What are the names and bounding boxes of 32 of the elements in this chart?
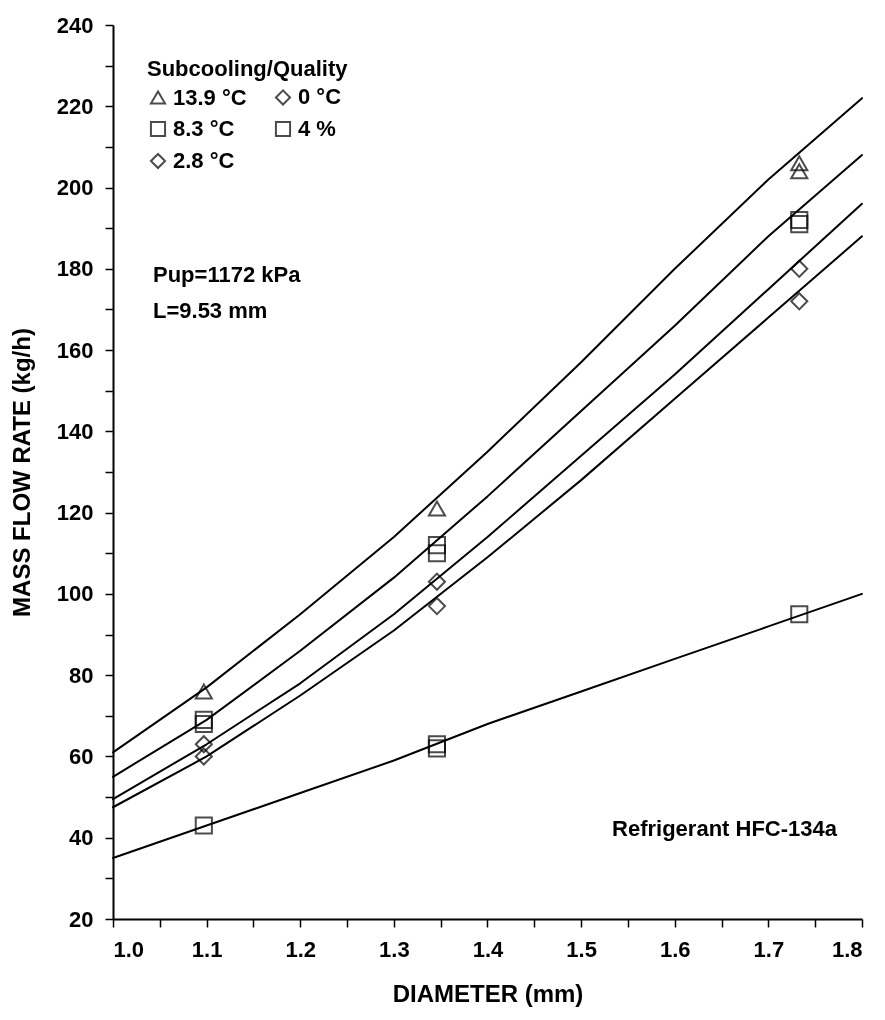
x-tick-label: 1.0 [113, 936, 145, 962]
y-axis-title: MASS FLOW RATE (kg/h) [7, 328, 35, 617]
x-tick-label: 1.6 [659, 936, 691, 962]
y-tick-label: 240 [56, 12, 94, 38]
y-tick-label: 200 [56, 175, 94, 201]
y-tick-label: 220 [56, 93, 94, 119]
legend-label: 2.8 °C [173, 148, 235, 173]
annotation: Pup=1172 kPa [153, 262, 302, 287]
y-tick-label: 60 [69, 743, 94, 769]
x-tick-label: 1.1 [191, 936, 223, 962]
y-tick-label: 140 [56, 418, 94, 444]
legend-label: 4 % [298, 116, 336, 141]
x-tick-label: 1.7 [753, 936, 785, 962]
x-tick-label: 1.5 [566, 936, 597, 962]
x-axis-title: DIAMETER (mm) [392, 979, 584, 1007]
y-tick-label: 80 [69, 662, 94, 688]
y-tick-label: 100 [56, 581, 94, 607]
x-tick-label: 1.8 [831, 936, 863, 962]
y-tick-label: 120 [56, 500, 94, 526]
y-tick-label: 40 [69, 825, 94, 851]
legend-label: 0 °C [298, 84, 342, 110]
y-tick-label: 20 [69, 906, 94, 932]
legend-title: Subcooling/Quality [147, 56, 349, 81]
x-tick-label: 1.2 [285, 936, 317, 962]
x-tick-label: 1.4 [472, 936, 505, 962]
x-tick-label: 1.3 [379, 936, 410, 962]
annotation: L=9.53 mm [153, 298, 268, 323]
legend-label: 8.3 °C [173, 116, 235, 141]
annotation: Refrigerant HFC-134a [612, 816, 838, 841]
y-tick-label: 160 [56, 337, 94, 363]
y-tick-label: 180 [56, 256, 94, 282]
legend-label: 13.9 °C [173, 84, 247, 110]
